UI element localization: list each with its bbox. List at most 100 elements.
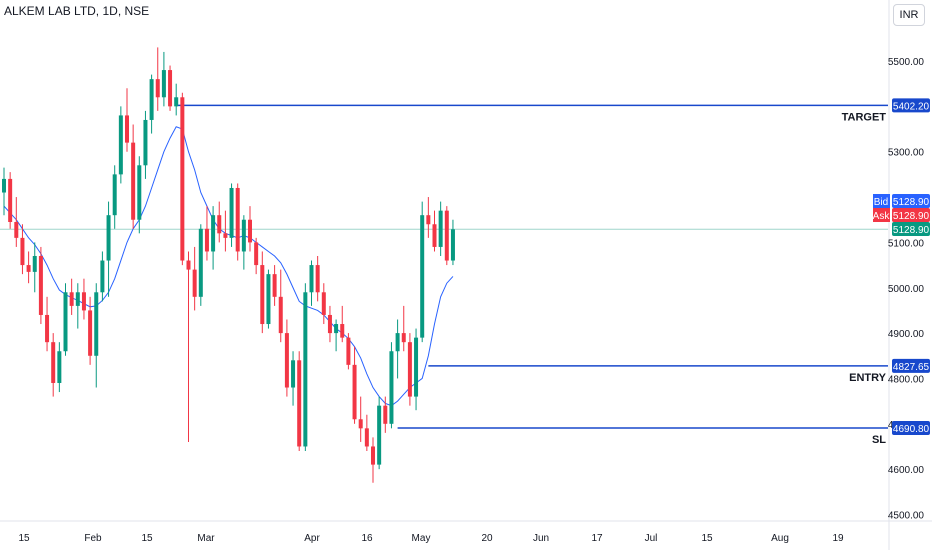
candle-body[interactable] [81, 292, 86, 311]
candle-body[interactable] [407, 342, 412, 397]
candle-body[interactable] [88, 310, 93, 356]
candle-body[interactable] [248, 219, 252, 243]
candle-body[interactable] [383, 405, 388, 424]
candle-body[interactable] [217, 215, 222, 234]
candle-body[interactable] [112, 174, 117, 216]
level-tag-entry [892, 358, 930, 373]
candle-body[interactable] [38, 256, 43, 315]
candle-body[interactable] [426, 215, 431, 225]
candle-body[interactable] [432, 224, 437, 247]
moving-average-line [3, 126, 454, 407]
last-price-tag [892, 222, 930, 236]
candle-body[interactable] [26, 265, 31, 272]
candle-body[interactable] [174, 97, 179, 107]
candle-body[interactable] [223, 233, 228, 238]
candle-body[interactable] [100, 260, 105, 293]
candle-body[interactable] [358, 419, 363, 429]
candle-body[interactable] [180, 97, 185, 261]
candle-body[interactable] [297, 360, 302, 447]
candle-body[interactable] [395, 333, 400, 352]
candle-body[interactable] [438, 210, 443, 247]
candle-body[interactable] [118, 115, 123, 175]
currency-selector[interactable]: INR [893, 4, 925, 26]
candle-body[interactable] [75, 292, 80, 306]
level-tag-sl [892, 420, 930, 435]
y-tick-label: 4500.00 [888, 511, 925, 522]
last-price-value: 5128.90 [893, 225, 930, 236]
candle-body[interactable] [155, 79, 160, 98]
candle-body[interactable] [229, 187, 234, 238]
candle-body[interactable] [364, 428, 369, 447]
candle-body[interactable] [192, 269, 197, 297]
candle-body[interactable] [106, 215, 111, 261]
candle-body[interactable] [131, 142, 136, 220]
candle-body[interactable] [284, 333, 289, 388]
candle-body[interactable] [278, 296, 283, 334]
candle-body[interactable] [57, 351, 62, 383]
candle-body[interactable] [377, 405, 382, 465]
candle-body[interactable] [161, 70, 166, 98]
candle-body[interactable] [63, 292, 68, 352]
candle-body[interactable] [8, 178, 13, 222]
candle-body[interactable] [389, 351, 394, 424]
y-tick-label: 5500.00 [888, 57, 925, 68]
candle-body[interactable] [241, 219, 246, 252]
x-tick-label: Apr [304, 533, 320, 544]
candle-body[interactable] [125, 115, 129, 143]
candle-body[interactable] [149, 79, 154, 120]
y-tick-label: 4600.00 [888, 465, 925, 476]
candle-body[interactable] [2, 178, 6, 193]
candle-body[interactable] [340, 324, 345, 338]
x-tick-label: 15 [18, 533, 30, 544]
ask-price-tag [892, 208, 930, 222]
candle-body[interactable] [45, 314, 50, 343]
candle-body[interactable] [334, 324, 339, 334]
candle-body[interactable] [291, 360, 296, 388]
candle-body[interactable] [94, 292, 99, 356]
level-tag-target [892, 98, 930, 113]
candle-body[interactable] [51, 342, 56, 383]
level-tag-value: 4827.65 [893, 362, 930, 373]
candle-body[interactable] [352, 364, 357, 420]
x-tick-label: Mar [197, 533, 215, 544]
candle-body[interactable] [211, 215, 216, 252]
y-tick-label: 5000.00 [888, 284, 925, 295]
x-tick-label: 15 [701, 533, 713, 544]
bid-label: Bid [874, 197, 888, 208]
candle-body[interactable] [198, 228, 203, 297]
candle-body[interactable] [401, 333, 406, 343]
candle-body[interactable] [143, 119, 148, 166]
candle-body[interactable] [371, 446, 375, 465]
candle-body[interactable] [14, 221, 19, 238]
candle-body[interactable] [204, 228, 209, 252]
candle-body[interactable] [303, 292, 308, 447]
candle-body[interactable] [168, 70, 173, 107]
candle-body[interactable] [420, 215, 425, 338]
candle-body[interactable] [444, 210, 449, 261]
candle-body[interactable] [137, 165, 142, 220]
candle-body[interactable] [272, 274, 277, 297]
candle-body[interactable] [254, 242, 259, 266]
candle-body[interactable] [327, 314, 332, 334]
ask-label: Ask [873, 211, 891, 222]
y-tick-label: 4900.00 [888, 329, 925, 340]
candle-body[interactable] [321, 292, 326, 315]
candle-body[interactable] [32, 256, 37, 272]
candle-body[interactable] [450, 229, 455, 261]
candle-body[interactable] [315, 265, 320, 293]
level-label-sl: SL [872, 434, 886, 446]
candle-body[interactable] [309, 265, 314, 293]
candle-body[interactable] [260, 265, 265, 325]
candle-body[interactable] [266, 274, 271, 325]
candle-body[interactable] [414, 337, 419, 397]
x-tick-label: 16 [361, 533, 373, 544]
x-tick-label: Jul [645, 533, 658, 544]
candle-body[interactable] [346, 337, 351, 365]
candle-body[interactable] [186, 260, 191, 270]
candle-body[interactable] [235, 187, 240, 252]
candle-body[interactable] [69, 292, 74, 306]
candle-body[interactable] [20, 237, 25, 266]
y-tick-label: 4800.00 [888, 374, 925, 385]
